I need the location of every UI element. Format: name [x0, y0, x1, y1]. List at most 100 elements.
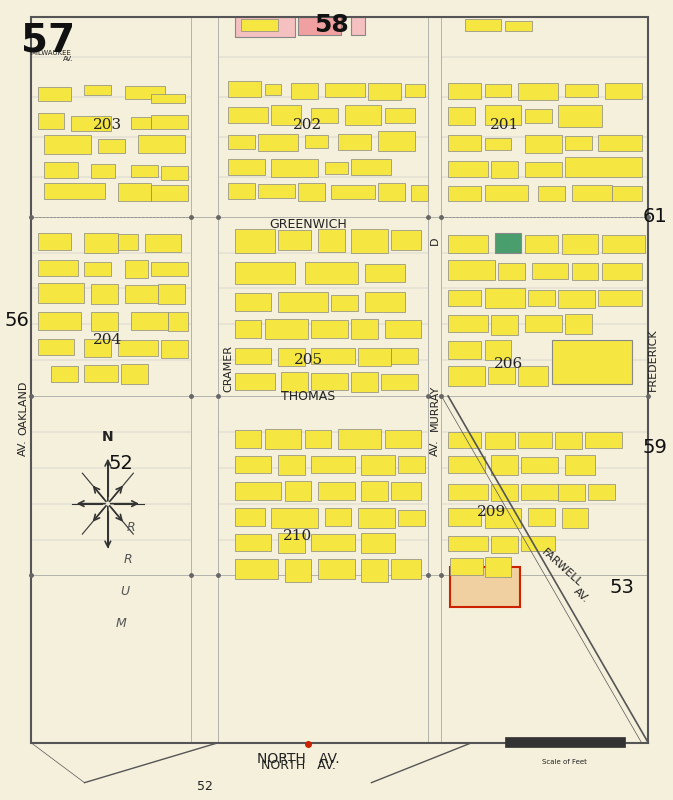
- FancyBboxPatch shape: [85, 365, 118, 382]
- FancyBboxPatch shape: [525, 135, 561, 153]
- FancyBboxPatch shape: [448, 261, 495, 281]
- FancyBboxPatch shape: [571, 185, 612, 201]
- FancyBboxPatch shape: [118, 183, 151, 201]
- FancyBboxPatch shape: [358, 348, 392, 366]
- FancyBboxPatch shape: [392, 230, 421, 250]
- FancyBboxPatch shape: [551, 340, 631, 384]
- FancyBboxPatch shape: [491, 161, 518, 178]
- FancyBboxPatch shape: [44, 183, 104, 199]
- FancyBboxPatch shape: [131, 312, 168, 330]
- FancyBboxPatch shape: [351, 229, 388, 253]
- FancyBboxPatch shape: [235, 373, 275, 390]
- FancyBboxPatch shape: [368, 82, 401, 100]
- FancyBboxPatch shape: [612, 186, 641, 201]
- Text: MILWAUKEE: MILWAUKEE: [31, 50, 71, 56]
- FancyBboxPatch shape: [85, 262, 111, 277]
- FancyBboxPatch shape: [448, 186, 481, 201]
- FancyBboxPatch shape: [38, 283, 85, 302]
- FancyBboxPatch shape: [285, 559, 312, 582]
- FancyBboxPatch shape: [361, 455, 395, 475]
- FancyBboxPatch shape: [331, 185, 375, 199]
- FancyBboxPatch shape: [351, 319, 378, 339]
- FancyBboxPatch shape: [602, 263, 641, 281]
- Text: Scale of Feet: Scale of Feet: [542, 758, 588, 765]
- Text: 58: 58: [314, 14, 349, 38]
- Text: OAKLAND: OAKLAND: [18, 381, 28, 435]
- Text: 210: 210: [283, 529, 313, 542]
- FancyBboxPatch shape: [465, 19, 501, 31]
- FancyBboxPatch shape: [235, 18, 295, 38]
- FancyBboxPatch shape: [448, 82, 481, 98]
- Text: M: M: [116, 617, 127, 630]
- FancyBboxPatch shape: [404, 84, 425, 97]
- FancyBboxPatch shape: [588, 484, 615, 500]
- FancyBboxPatch shape: [338, 430, 382, 450]
- Text: 57: 57: [21, 22, 75, 59]
- FancyBboxPatch shape: [345, 105, 382, 125]
- Text: AV.: AV.: [63, 56, 73, 62]
- FancyBboxPatch shape: [318, 230, 345, 252]
- FancyBboxPatch shape: [522, 535, 555, 551]
- FancyBboxPatch shape: [485, 138, 511, 150]
- FancyBboxPatch shape: [361, 533, 395, 553]
- FancyBboxPatch shape: [38, 339, 75, 355]
- FancyBboxPatch shape: [38, 233, 71, 250]
- FancyBboxPatch shape: [378, 183, 404, 201]
- FancyBboxPatch shape: [448, 135, 481, 151]
- FancyBboxPatch shape: [235, 559, 278, 579]
- FancyBboxPatch shape: [51, 366, 78, 382]
- FancyBboxPatch shape: [365, 265, 404, 282]
- FancyBboxPatch shape: [448, 432, 481, 448]
- FancyBboxPatch shape: [44, 162, 78, 178]
- FancyBboxPatch shape: [151, 114, 188, 129]
- FancyBboxPatch shape: [365, 292, 404, 312]
- FancyBboxPatch shape: [528, 290, 555, 306]
- FancyBboxPatch shape: [324, 82, 365, 97]
- FancyBboxPatch shape: [571, 263, 598, 281]
- FancyBboxPatch shape: [392, 559, 421, 579]
- FancyBboxPatch shape: [491, 314, 518, 334]
- FancyBboxPatch shape: [318, 559, 355, 579]
- Text: 202: 202: [293, 118, 322, 132]
- FancyBboxPatch shape: [162, 166, 188, 180]
- FancyBboxPatch shape: [235, 482, 281, 500]
- FancyBboxPatch shape: [118, 234, 138, 250]
- FancyBboxPatch shape: [485, 340, 511, 360]
- FancyBboxPatch shape: [131, 165, 158, 177]
- Text: 204: 204: [94, 334, 122, 347]
- FancyBboxPatch shape: [532, 263, 568, 279]
- FancyBboxPatch shape: [491, 535, 518, 553]
- FancyBboxPatch shape: [38, 113, 65, 129]
- FancyBboxPatch shape: [522, 458, 558, 474]
- FancyBboxPatch shape: [235, 293, 271, 310]
- Text: NORTH   AV.: NORTH AV.: [256, 752, 339, 766]
- FancyBboxPatch shape: [448, 314, 488, 332]
- FancyBboxPatch shape: [518, 366, 548, 386]
- FancyBboxPatch shape: [264, 430, 302, 450]
- Text: 209: 209: [477, 505, 506, 518]
- FancyBboxPatch shape: [318, 482, 355, 500]
- Text: 205: 205: [293, 353, 322, 367]
- FancyBboxPatch shape: [291, 82, 318, 98]
- FancyBboxPatch shape: [324, 509, 351, 526]
- Text: THOMAS: THOMAS: [281, 390, 335, 402]
- FancyBboxPatch shape: [235, 229, 275, 253]
- FancyBboxPatch shape: [522, 484, 558, 500]
- Text: FARWELL: FARWELL: [539, 546, 583, 588]
- FancyBboxPatch shape: [585, 432, 622, 448]
- FancyBboxPatch shape: [361, 482, 388, 502]
- FancyBboxPatch shape: [528, 509, 555, 526]
- FancyBboxPatch shape: [448, 341, 481, 358]
- FancyBboxPatch shape: [485, 287, 525, 307]
- FancyBboxPatch shape: [498, 263, 525, 281]
- FancyBboxPatch shape: [448, 161, 488, 177]
- FancyBboxPatch shape: [278, 230, 312, 250]
- FancyBboxPatch shape: [351, 372, 378, 392]
- FancyBboxPatch shape: [361, 559, 388, 582]
- FancyBboxPatch shape: [278, 455, 305, 475]
- FancyBboxPatch shape: [448, 107, 474, 125]
- FancyBboxPatch shape: [125, 261, 148, 278]
- Text: N: N: [102, 430, 114, 444]
- FancyBboxPatch shape: [558, 105, 602, 127]
- FancyBboxPatch shape: [598, 135, 641, 151]
